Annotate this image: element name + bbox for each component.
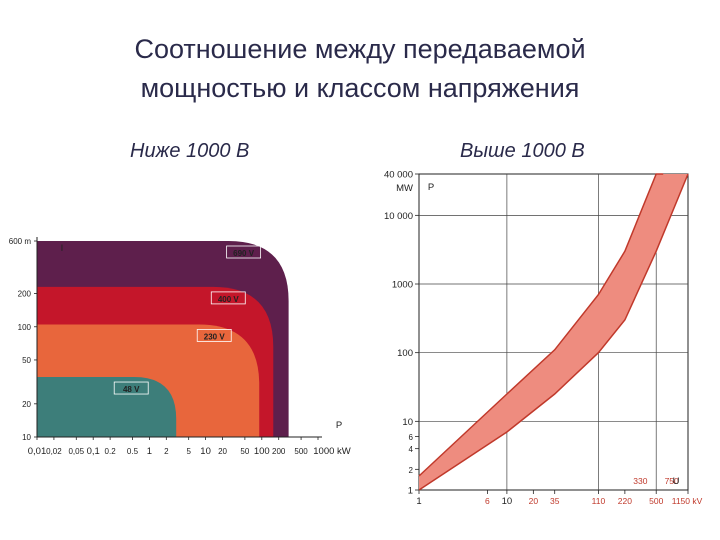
right-chart: 1 2 4 6 10 100 1000 10 000 40 000 MW P 1 6 10 20 35 110 2… [384,170,703,508]
band-lower-edge [418,173,689,491]
x-tick-label: 1 [147,446,152,457]
y-tick-label: 10 000 [384,211,413,222]
x-tick-label: 2 [164,447,169,456]
y-tick-label: 50 [22,356,31,365]
x-tick-label: 6 [485,496,490,506]
x-tick-label: 10 [200,446,211,457]
y-tick-label: 100 [397,348,413,359]
x-tick-label: 0.2 [105,447,117,456]
series-label-box-3 [113,381,149,395]
y-tick-label: 1 [408,486,413,497]
series-label-box-1 [210,291,246,305]
y-tick-label: 10 [402,417,413,428]
y-tick-label: 4 [409,445,414,454]
power-band-area [419,174,688,490]
series-label-690v: 690 V [233,249,255,258]
x-tick-label: 0.5 [127,447,139,456]
page-title: Соотношение между передаваемой мощностью… [0,30,720,108]
y-tick-label: 200 [18,290,32,299]
x-tick-label: 500 [649,496,663,506]
x-tick-label: 0,1 [87,446,100,457]
y-axis-label: I [61,243,64,254]
x-tick-label-upper: 330 [633,476,647,486]
x-tick-label: 1 [416,496,421,507]
series-label-230v: 230 V [204,332,226,341]
title-line-2: мощностью и классом напряжения [140,73,580,103]
x-tick-label: 1000 kW [313,446,351,457]
x-tick-label: 5 [186,447,191,456]
plot-frame [418,173,689,491]
y-tick-label: 10 [22,433,31,442]
y-tick-label: 600 m [9,237,32,246]
series-area-48v [37,377,177,437]
series-label-48v: 48 V [123,385,140,394]
subtitle-right: Выше 1000 В [460,140,585,162]
series-label-box-0 [226,245,262,259]
x-tick-label: 35 [550,496,560,506]
x-tick-label: 1150 kV [672,496,703,506]
x-tick-label: 50 [240,447,249,456]
y-tick-label: 2 [409,466,414,475]
x-tick-label: 0,05 [68,447,84,456]
series-label-400v: 400 V [218,295,240,304]
subtitle-left: Ниже 1000 В [130,140,250,162]
x-tick-label: 200 [272,447,286,456]
y-tick-label: 6 [409,433,414,442]
band-upper-edge [418,173,664,477]
y-axis-label: P [428,182,434,193]
y-tick-label: 20 [22,400,31,409]
x-tick-label: 500 [294,447,308,456]
x-tick-label: 100 [254,446,270,457]
x-axis-label: U [673,476,680,487]
title-line-1: Соотношение между передаваемой [134,34,586,64]
x-tick-label: 220 [618,496,632,506]
x-tick-label-upper: 750 [665,476,679,486]
y-tick-label: 1000 [392,280,413,291]
x-tick-label: 0,01 [28,446,47,457]
y-axis-unit: MW [396,183,413,194]
x-tick-label: 20 [218,447,227,456]
y-tick-label: 100 [18,323,32,332]
x-axis-label: P [336,420,342,431]
series-label-box-2 [196,329,232,342]
y-tick-label: 40 000 [384,170,413,181]
x-tick-label: 20 [529,496,539,506]
x-tick-label: 0,02 [46,447,62,456]
x-tick-label: 10 [502,496,513,507]
x-tick-label: 110 [592,496,606,506]
